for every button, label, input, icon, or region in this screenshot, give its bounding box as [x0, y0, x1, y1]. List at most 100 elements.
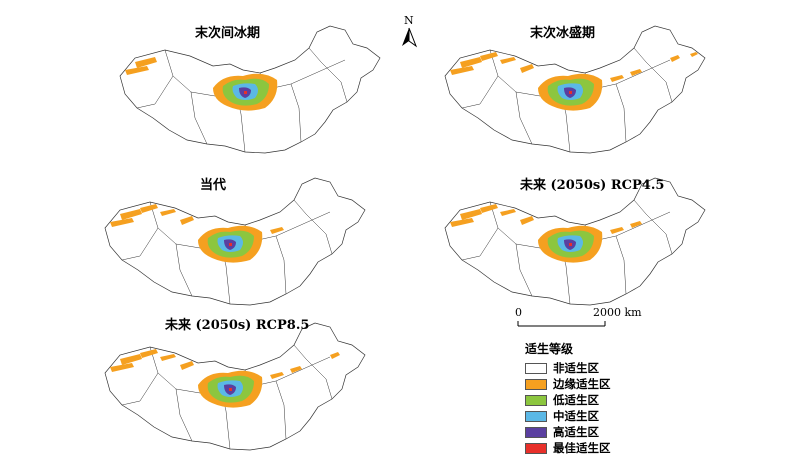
- map-rcp45: [444, 177, 706, 306]
- marginal-zone: [135, 57, 157, 68]
- north-label: N: [404, 14, 414, 27]
- province-border: [615, 83, 627, 143]
- legend-swatch: [525, 362, 547, 374]
- marginal-zone: [180, 216, 194, 225]
- marginal-zone: [480, 52, 498, 61]
- province-border: [615, 235, 627, 295]
- panel-title-rcp85: 未来 (2050s) RCP8.5: [165, 318, 310, 333]
- province-border: [149, 346, 201, 394]
- marginal-zone: [290, 366, 302, 373]
- marginal-zone: [450, 66, 474, 75]
- marginal-zone: [125, 66, 149, 75]
- marginal-zone: [610, 227, 624, 234]
- marginal-zone: [450, 218, 474, 227]
- scale-bar-line: [517, 321, 606, 327]
- legend-item: 低适生区: [525, 392, 675, 408]
- map-rcp85: [104, 322, 366, 451]
- north-arrow-icon: [402, 27, 418, 48]
- province-border: [633, 47, 653, 69]
- marginal-zone: [330, 352, 340, 359]
- suitability-zone: [569, 243, 572, 246]
- province-border: [515, 243, 533, 297]
- province-border: [149, 201, 201, 249]
- province-border: [164, 49, 216, 97]
- legend-swatch: [525, 394, 547, 406]
- marginal-zone: [140, 204, 158, 213]
- marginal-zone: [630, 221, 642, 228]
- legend-item: 最佳适生区: [525, 440, 675, 456]
- suitability-zone: [569, 91, 572, 94]
- legend-label: 边缘适生区: [553, 377, 611, 391]
- suitability-zone: [229, 243, 232, 246]
- north-arrow: N: [398, 14, 420, 50]
- marginal-zone: [160, 209, 176, 216]
- legend-swatch: [525, 410, 547, 422]
- province-border: [651, 219, 673, 255]
- legend-label: 低适生区: [553, 393, 599, 407]
- legend: 适生等级 非适生区 边缘适生区 低适生区 中适生区 高适生区 最佳适生区: [525, 340, 675, 458]
- marginal-zone: [120, 209, 142, 220]
- province-border: [290, 83, 302, 143]
- province-border: [275, 235, 287, 295]
- legend-label: 最佳适生区: [553, 441, 611, 455]
- province-border: [175, 243, 193, 297]
- province-border: [489, 201, 541, 249]
- marginal-zone: [630, 69, 642, 76]
- map-lgm: [444, 25, 706, 154]
- legend-swatch: [525, 442, 547, 454]
- province-border: [293, 344, 313, 366]
- legend-label: 高适生区: [553, 425, 599, 439]
- province-border: [272, 59, 346, 89]
- province-border: [293, 199, 313, 221]
- marginal-zone: [140, 349, 158, 358]
- marginal-zone: [610, 75, 624, 82]
- province-border: [461, 227, 499, 261]
- scale-end: 2000 km: [593, 306, 642, 319]
- province-border: [326, 67, 348, 103]
- legend-swatch: [525, 426, 547, 438]
- marginal-zone: [520, 64, 534, 73]
- panel-title-lgm: 末次冰盛期: [530, 26, 596, 41]
- map-lig: [119, 25, 381, 154]
- marginal-zone: [500, 209, 516, 216]
- province-border: [461, 75, 499, 109]
- suitability-zone: [244, 91, 247, 94]
- marginal-zone: [690, 52, 698, 57]
- province-border: [311, 219, 333, 255]
- map-panel-rcp85: 未来 (2050s) RCP8.5: [80, 310, 380, 455]
- map-panel-lgm: 末次冰盛期: [420, 18, 720, 158]
- province-border: [257, 211, 331, 241]
- map-panel-cur: 当代: [80, 170, 380, 310]
- province-border: [257, 356, 331, 386]
- legend-swatch: [525, 378, 547, 390]
- marginal-zone: [670, 55, 680, 62]
- panel-title-rcp45: 未来 (2050s) RCP4.5: [520, 178, 665, 193]
- province-border: [597, 211, 671, 241]
- legend-item: 高适生区: [525, 424, 675, 440]
- province-border: [190, 91, 208, 145]
- legend-item: 非适生区: [525, 360, 675, 376]
- marginal-zone: [520, 216, 534, 225]
- map-panel-lig: 末次间冰期: [95, 18, 395, 158]
- marginal-zone: [270, 372, 284, 379]
- province-border: [311, 364, 333, 400]
- province-border: [597, 59, 671, 89]
- map-cur: [104, 177, 366, 306]
- marginal-zone: [460, 57, 482, 68]
- panel-title-cur: 当代: [200, 178, 227, 193]
- marginal-zone: [500, 57, 516, 64]
- province-border: [175, 388, 193, 442]
- province-border: [308, 47, 328, 69]
- marginal-zone: [460, 209, 482, 220]
- province-border: [515, 91, 533, 145]
- province-border: [121, 372, 159, 406]
- legend-label: 中适生区: [553, 409, 599, 423]
- province-border: [489, 49, 541, 97]
- province-border: [651, 67, 673, 103]
- marginal-zone: [110, 363, 134, 372]
- scale-start: 0: [515, 306, 522, 319]
- legend-title: 适生等级: [525, 342, 574, 356]
- province-border: [633, 199, 653, 221]
- panel-title-lig: 末次间冰期: [195, 26, 261, 41]
- marginal-zone: [180, 361, 194, 370]
